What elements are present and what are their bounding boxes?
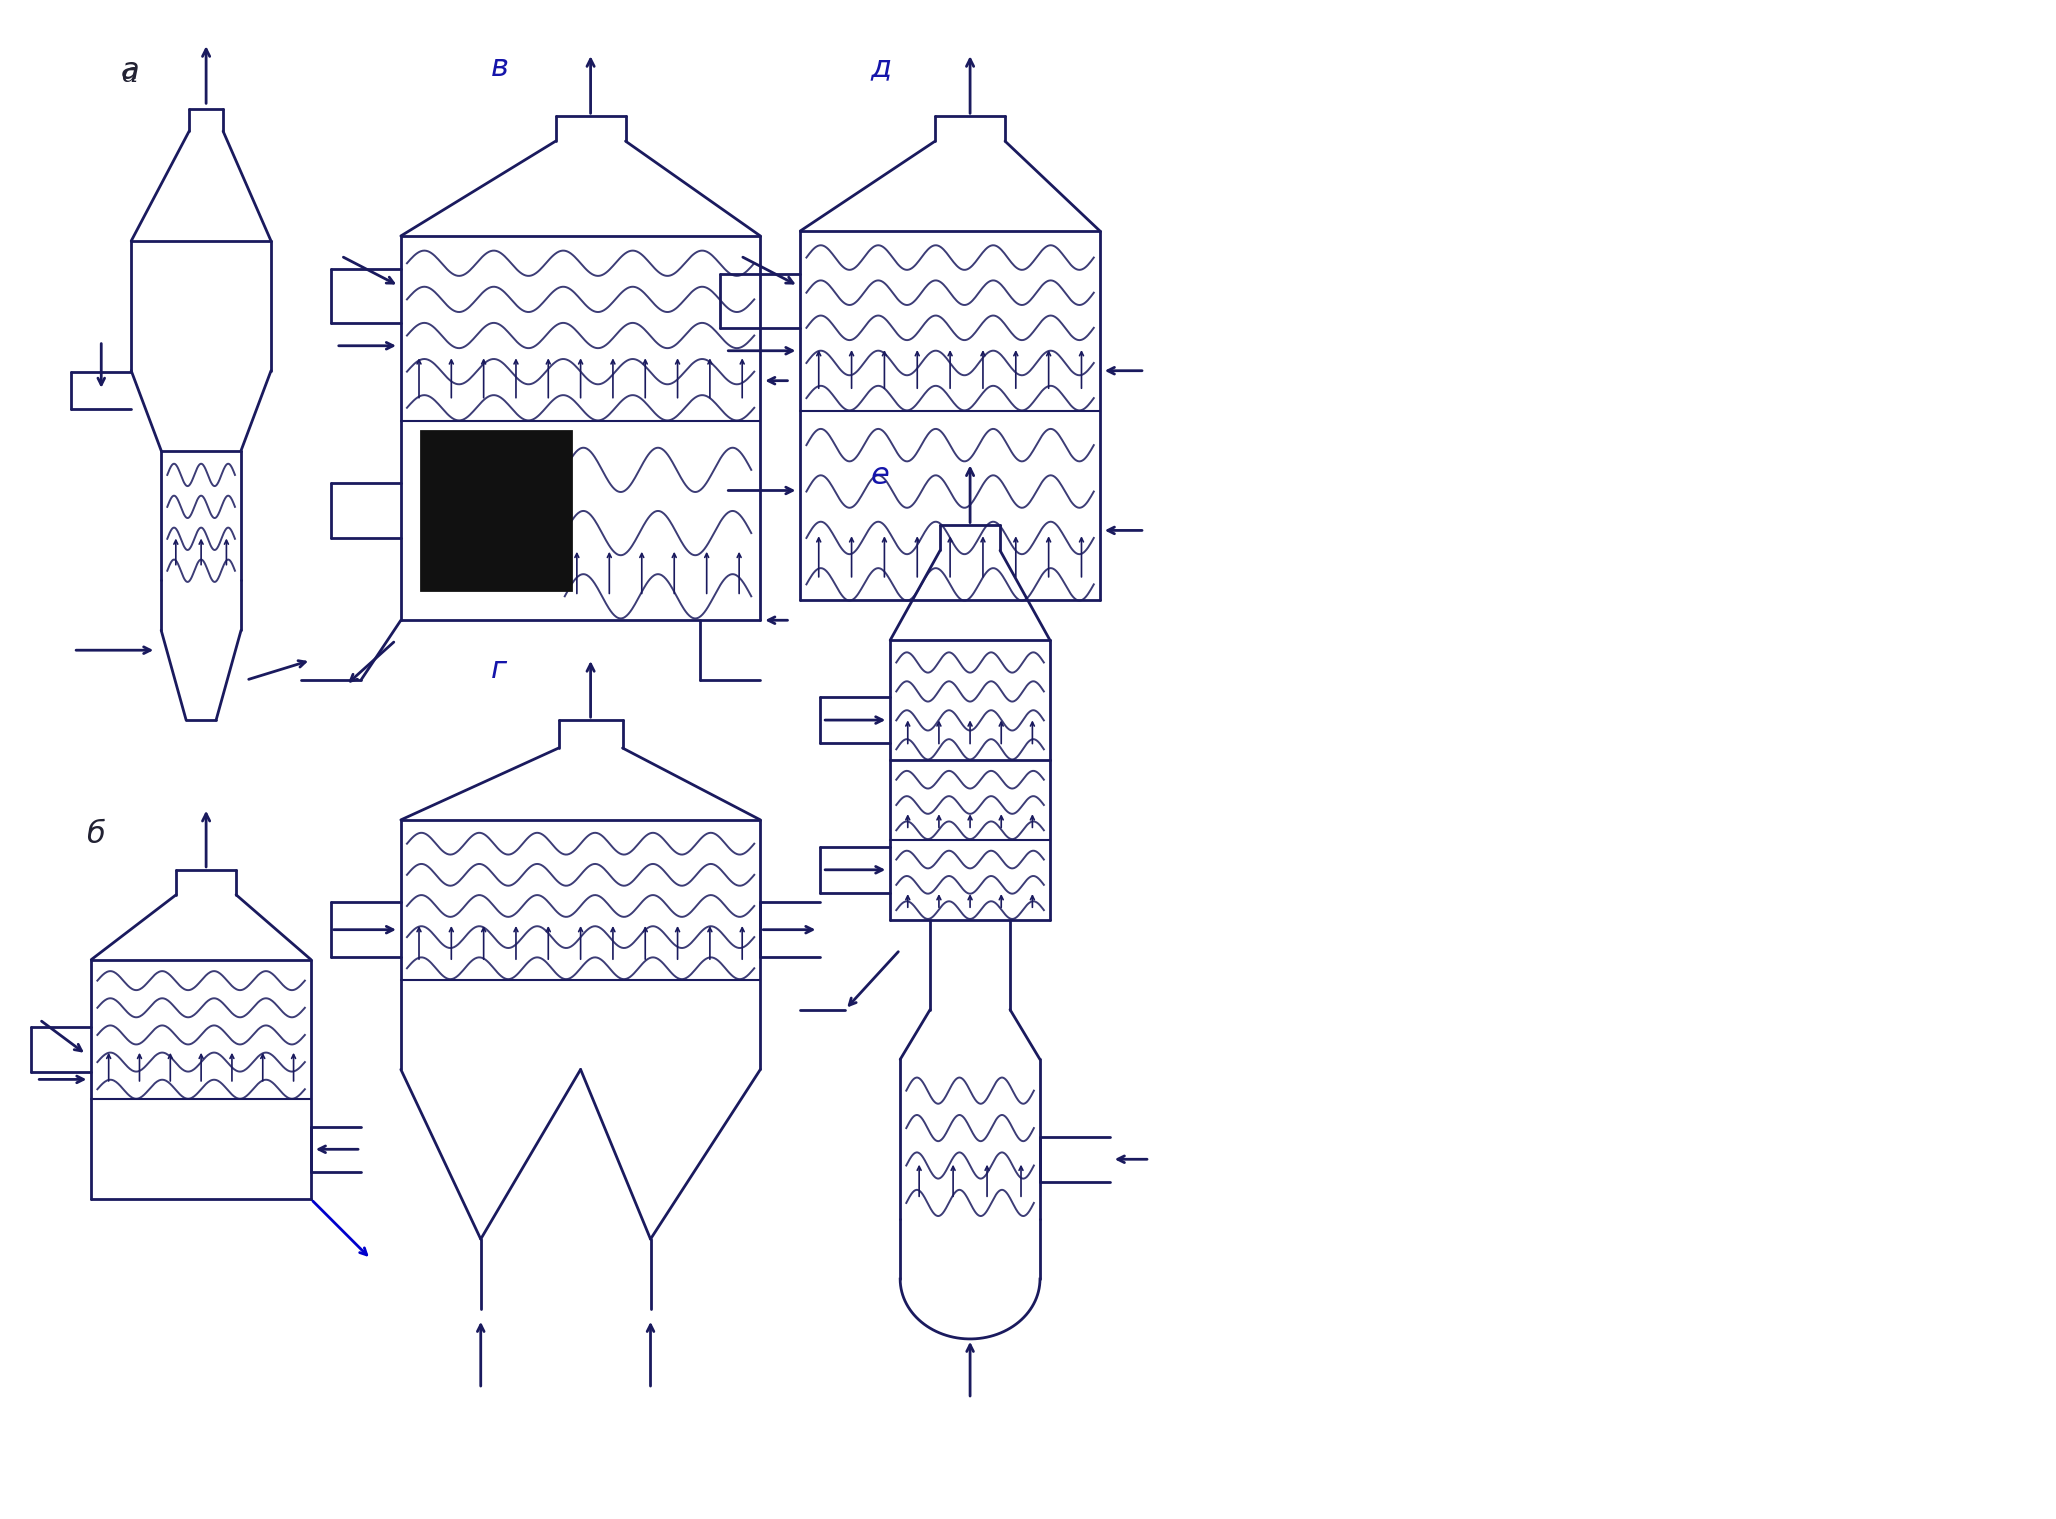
Text: в: в [491, 53, 508, 82]
Text: е: е [870, 460, 888, 489]
Text: а: а [121, 56, 140, 85]
Text: д: д [870, 53, 892, 82]
Text: а: а [121, 61, 138, 88]
Text: б: б [86, 820, 105, 849]
Text: г: г [491, 655, 506, 684]
Bar [421, 430, 572, 591]
